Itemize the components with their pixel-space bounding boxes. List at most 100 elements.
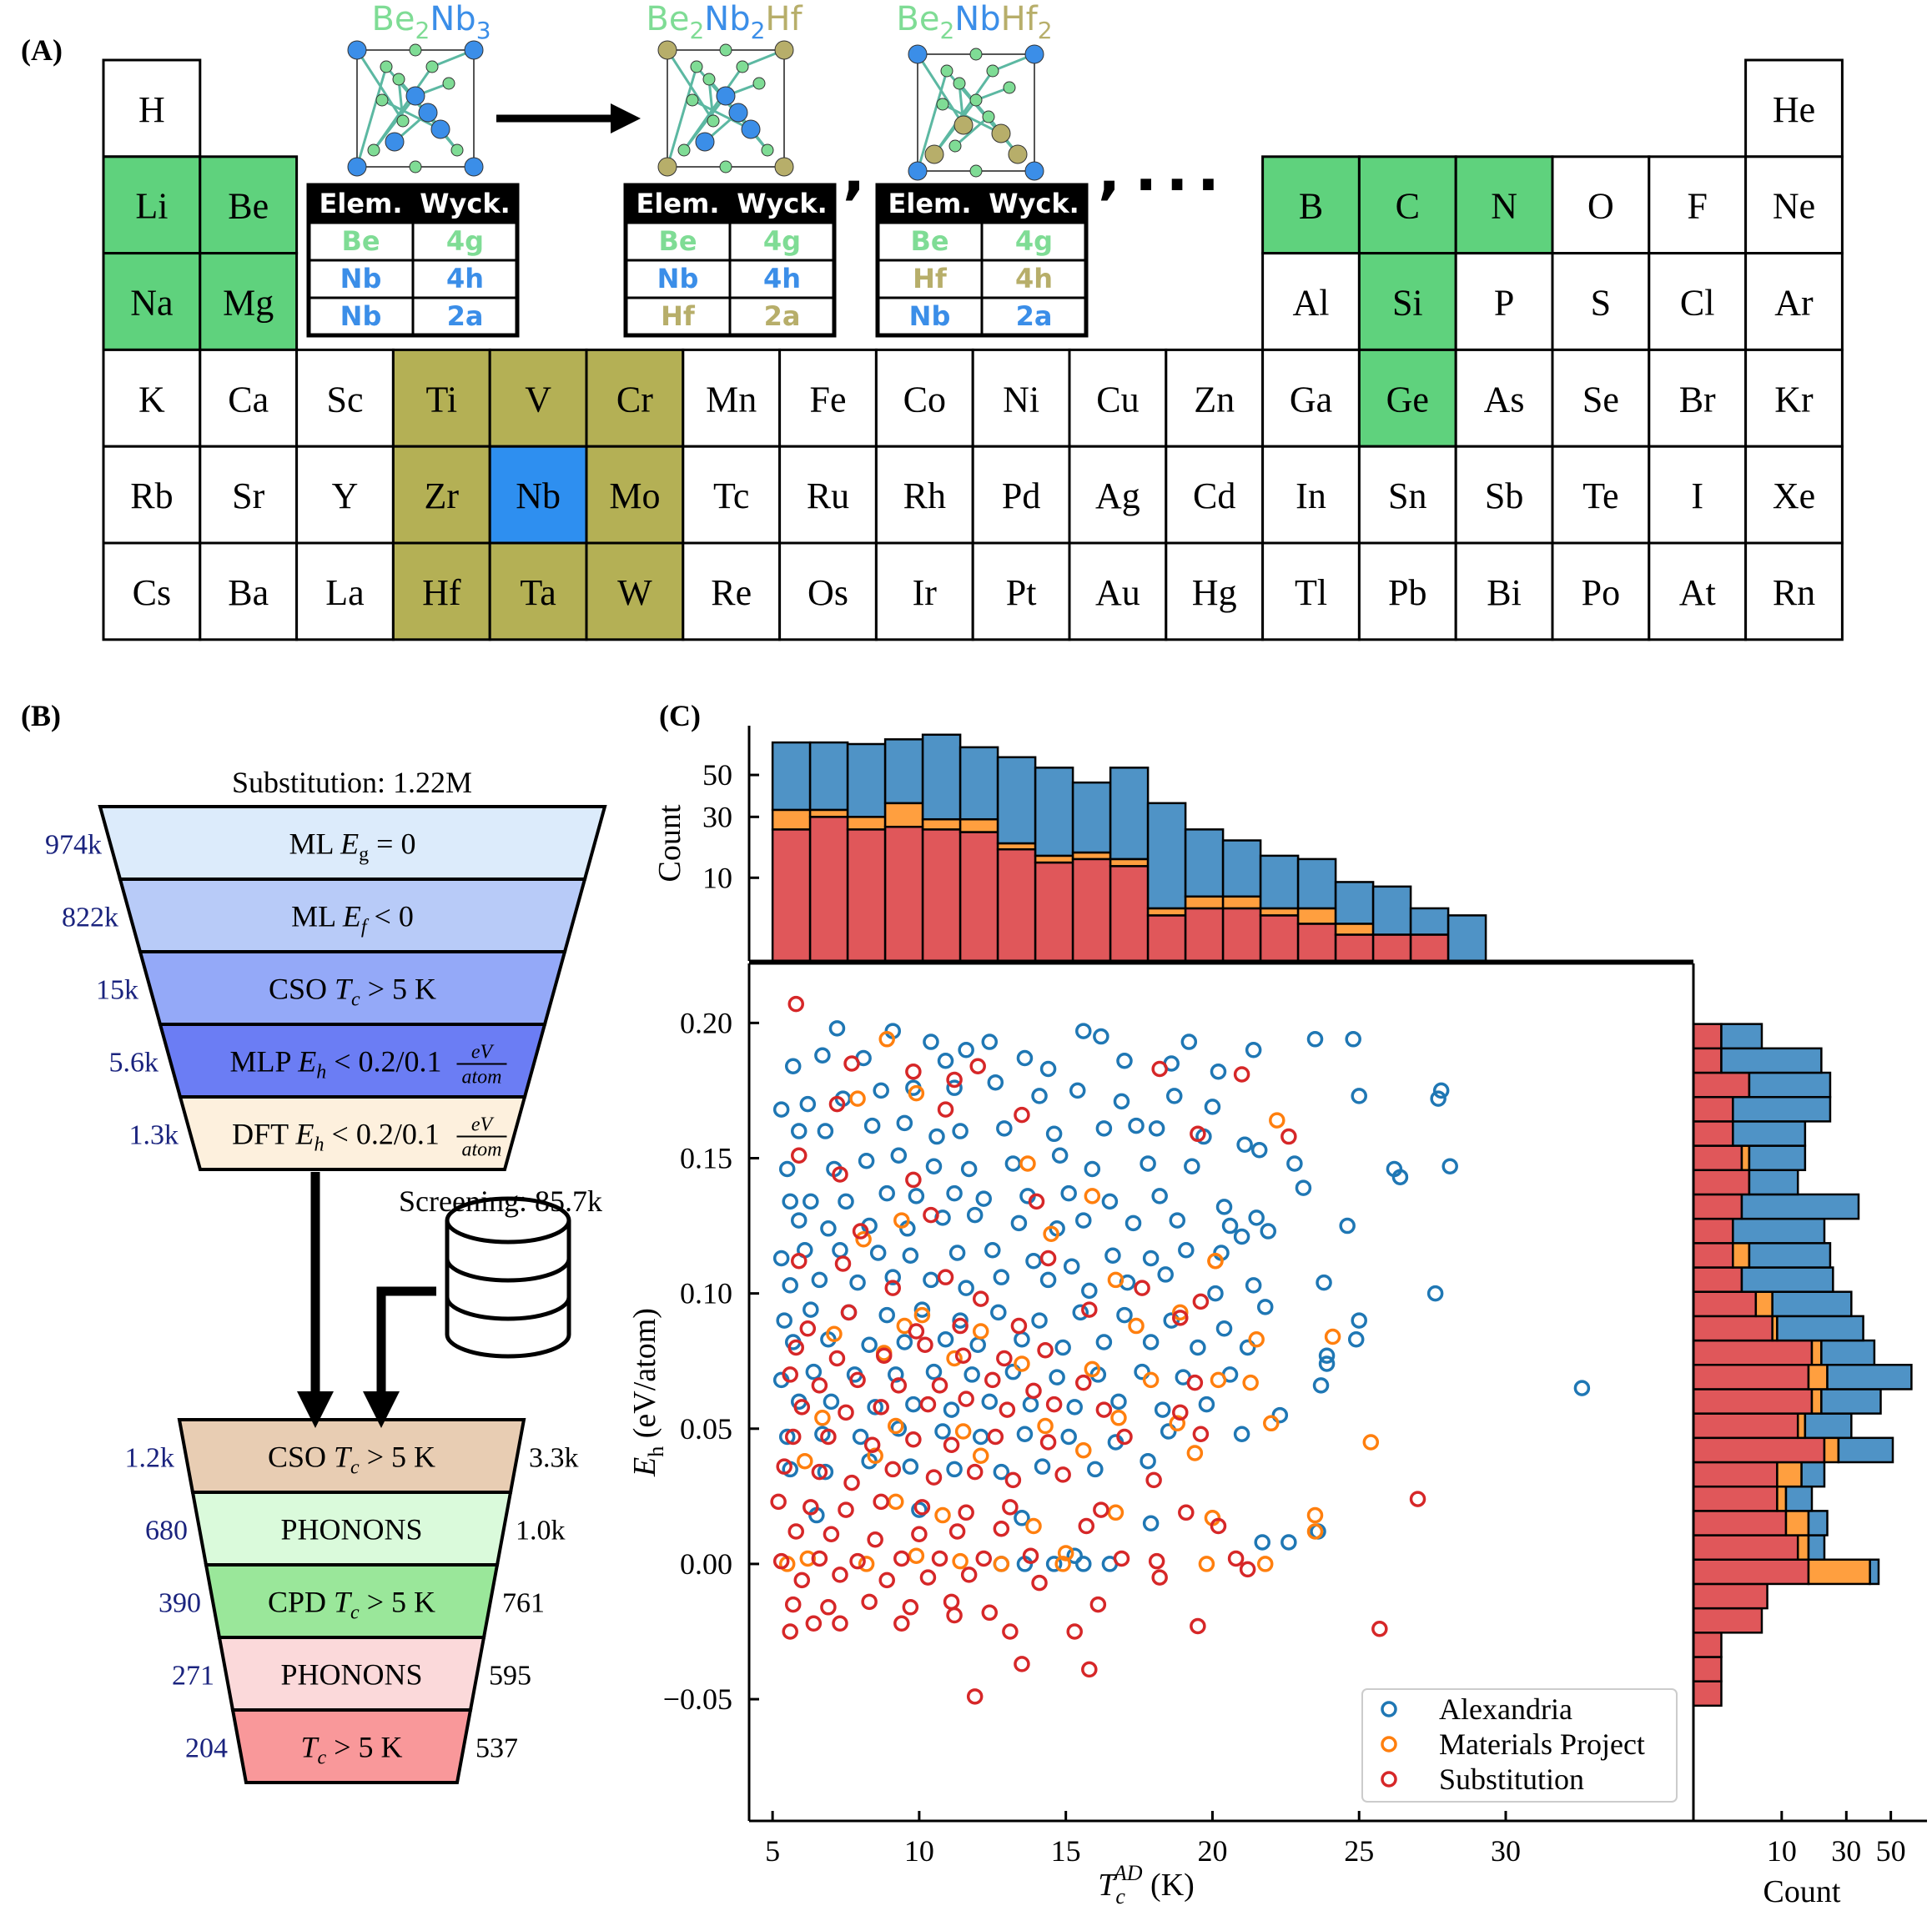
element-symbol-ge: Ge	[1386, 379, 1429, 420]
wyckoff-cell	[980, 221, 1088, 262]
scatter-point	[1269, 1112, 1285, 1129]
histogram-bar	[1334, 881, 1375, 925]
bond	[933, 70, 994, 155]
scatter-point	[1233, 1066, 1250, 1083]
bond	[707, 78, 715, 122]
scatter-point	[1198, 1396, 1215, 1413]
scatter-point	[975, 1190, 992, 1207]
scatter-point	[893, 1212, 910, 1229]
funnel-bottom-stage	[230, 1708, 473, 1784]
scatter-point	[1031, 1312, 1048, 1329]
element-symbol-cs: Cs	[133, 572, 171, 613]
element-cell-ta	[488, 541, 588, 641]
scatter-point	[787, 1523, 804, 1540]
histogram-bar	[996, 756, 1037, 845]
element-cell-ni	[971, 348, 1071, 448]
wyckoff-value: Hf	[661, 300, 696, 332]
scatter-point	[1178, 1241, 1195, 1259]
scatter-point	[875, 1347, 893, 1364]
wyckoff-cell	[728, 221, 836, 262]
wyckoff-value: 4g	[446, 225, 484, 257]
atom	[761, 143, 774, 157]
scatter-point	[828, 1095, 846, 1113]
structure-formula: Be2​NbHf2​	[896, 0, 1052, 44]
scatter-point	[1172, 1310, 1189, 1326]
scatter-point	[1151, 1188, 1168, 1204]
element-symbol-o: O	[1587, 186, 1614, 227]
histogram-bar	[1184, 828, 1225, 898]
atom	[347, 157, 367, 177]
y-tick-label: 0.15	[680, 1141, 732, 1174]
scatter-point	[1233, 1426, 1250, 1443]
scatter-point	[1134, 1363, 1150, 1380]
atom	[396, 114, 410, 128]
panel-label-c: (C)	[659, 699, 701, 732]
scatter-point	[1089, 1596, 1107, 1613]
scatter-point	[1210, 1517, 1227, 1535]
scatter-point	[902, 1599, 919, 1616]
scatter-point	[946, 1071, 963, 1089]
scatter-point	[987, 1074, 1004, 1091]
scatter-point	[797, 1452, 813, 1470]
element-symbol-cu: Cu	[1096, 379, 1139, 420]
atom	[695, 132, 715, 152]
scatter-point	[1260, 1223, 1276, 1240]
scatter-point	[1087, 1461, 1104, 1478]
scatter-point	[843, 1474, 860, 1491]
structure-1: Be2​Nb3​ Elem. Wyck. Be 4g Nb 4h Nb 2a	[306, 0, 520, 338]
atom	[991, 123, 1011, 143]
database-icon	[445, 1196, 571, 1359]
histogram-bar	[1409, 933, 1450, 963]
element-cell-ag	[1068, 445, 1168, 545]
element-cell-pb	[1357, 541, 1457, 641]
histogram-bar	[1807, 1363, 1829, 1391]
x-axis-label: TcAD (K)	[1098, 1861, 1195, 1908]
histogram-bar	[1796, 1412, 1807, 1440]
scatter-point	[1066, 1547, 1083, 1564]
scatter-point	[782, 1193, 798, 1210]
element-symbol-xe: Xe	[1773, 475, 1815, 516]
element-cell-v	[488, 348, 588, 448]
scatter-point	[1215, 1320, 1233, 1337]
scatter-point	[823, 1526, 840, 1543]
scatter-point	[972, 1323, 989, 1340]
scatter-point	[1078, 1517, 1095, 1535]
histogram-bar	[1748, 1242, 1832, 1269]
atom	[774, 40, 794, 60]
scatter-point	[811, 1271, 828, 1289]
scatter-point	[905, 1171, 922, 1189]
scatter-point	[1107, 1271, 1124, 1289]
element-symbol-hf: Hf	[422, 572, 461, 613]
element-symbol-w: W	[617, 572, 652, 613]
element-cell-tl	[1261, 541, 1361, 641]
scatter-point	[1142, 1515, 1160, 1532]
scatter-point	[828, 1350, 846, 1367]
scatter-point	[787, 995, 804, 1013]
wyckoff-value: Hf	[913, 263, 948, 294]
scatter-point	[858, 1152, 875, 1169]
scatter-point	[1014, 1331, 1030, 1348]
scatter-point	[1184, 1158, 1200, 1174]
histogram-bar	[1732, 1217, 1826, 1245]
scatter-point	[913, 1499, 931, 1516]
scatter-point	[1093, 1501, 1109, 1518]
element-symbol-kr: Kr	[1774, 379, 1814, 420]
scatter-point	[1190, 1339, 1206, 1356]
scatter-point	[1075, 1556, 1092, 1572]
scatter-point	[888, 1366, 904, 1383]
element-symbol-mn: Mn	[706, 379, 757, 420]
histogram-bar	[1826, 1363, 1913, 1391]
element-cell-ca	[199, 348, 299, 448]
element-cell-cl	[1648, 252, 1748, 351]
scatter-point	[908, 1084, 925, 1102]
structure-3: Be2​NbHf2​ Elem. Wyck. Be 4g Hf 4h Nb 2a	[875, 0, 1089, 338]
screening-label: Screening: 85.7k	[399, 1184, 602, 1218]
bond	[666, 66, 698, 168]
histogram-bar	[1692, 1315, 1774, 1342]
scatter-point	[1166, 1088, 1183, 1104]
atom	[385, 132, 405, 152]
scatter-point	[1148, 1120, 1165, 1137]
atom	[1024, 161, 1044, 181]
y-tick-label: 0.05	[680, 1412, 732, 1446]
histogram-bar	[1071, 857, 1112, 963]
